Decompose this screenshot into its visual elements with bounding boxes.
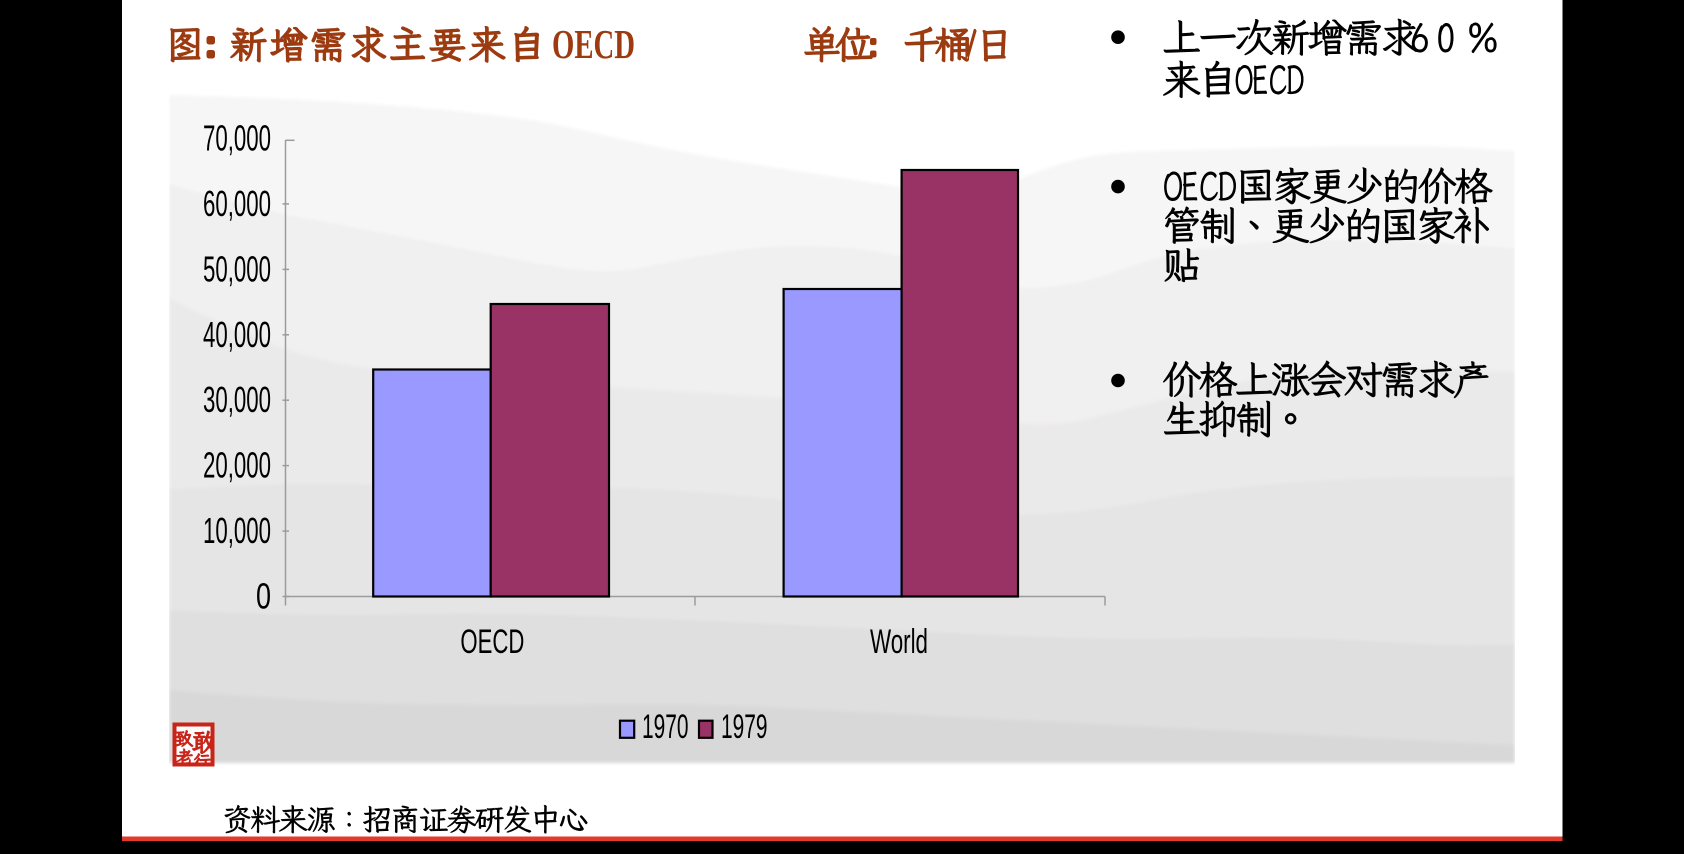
svg-text:1970: 1970 [642, 708, 689, 746]
svg-text:60,000: 60,000 [203, 183, 271, 224]
svg-text:30,000: 30,000 [203, 379, 271, 420]
svg-text:0: 0 [256, 576, 271, 617]
svg-text:50,000: 50,000 [203, 248, 271, 289]
svg-text:OECD: OECD [552, 21, 635, 67]
svg-text:OECD: OECD [460, 623, 524, 661]
svg-text:1979: 1979 [721, 708, 768, 746]
svg-text:40,000: 40,000 [203, 314, 271, 355]
svg-text:10,000: 10,000 [203, 510, 271, 551]
svg-text:World: World [870, 623, 928, 661]
svg-text:20,000: 20,000 [203, 445, 271, 486]
svg-text:70,000: 70,000 [203, 118, 271, 159]
